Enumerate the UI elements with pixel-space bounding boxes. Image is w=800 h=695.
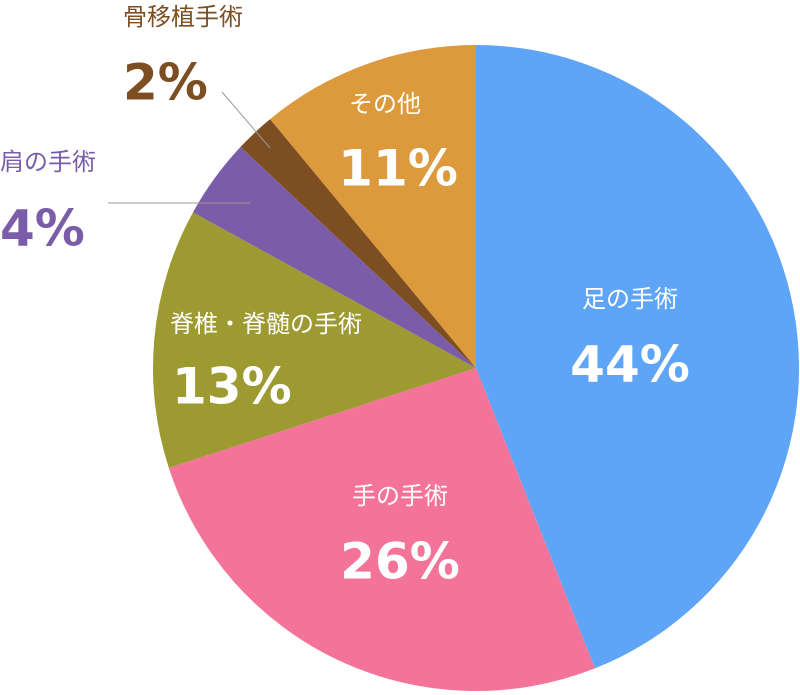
pie-slice <box>476 45 799 669</box>
value-label: 44% <box>570 336 690 394</box>
slice-label: 骨移植手術 <box>123 3 243 31</box>
value-label: 2% <box>123 54 208 112</box>
pie-slice <box>270 45 476 368</box>
slice-label: 手の手術 <box>352 482 448 510</box>
pie-slice <box>168 368 595 692</box>
value-label: 11% <box>338 140 458 198</box>
value-label: 4% <box>0 200 85 258</box>
slice-label: 足の手術 <box>582 285 678 313</box>
value-label: 13% <box>172 358 292 416</box>
pie-slice <box>192 146 476 368</box>
leader-line <box>221 91 271 149</box>
slice-label: 肩の手術 <box>0 148 96 176</box>
pie-slice <box>240 119 476 368</box>
value-label: 26% <box>340 533 460 591</box>
slice-label: その他 <box>349 90 421 118</box>
pie-slice <box>153 212 476 468</box>
slice-label: 脊椎・脊髄の手術 <box>170 310 362 338</box>
